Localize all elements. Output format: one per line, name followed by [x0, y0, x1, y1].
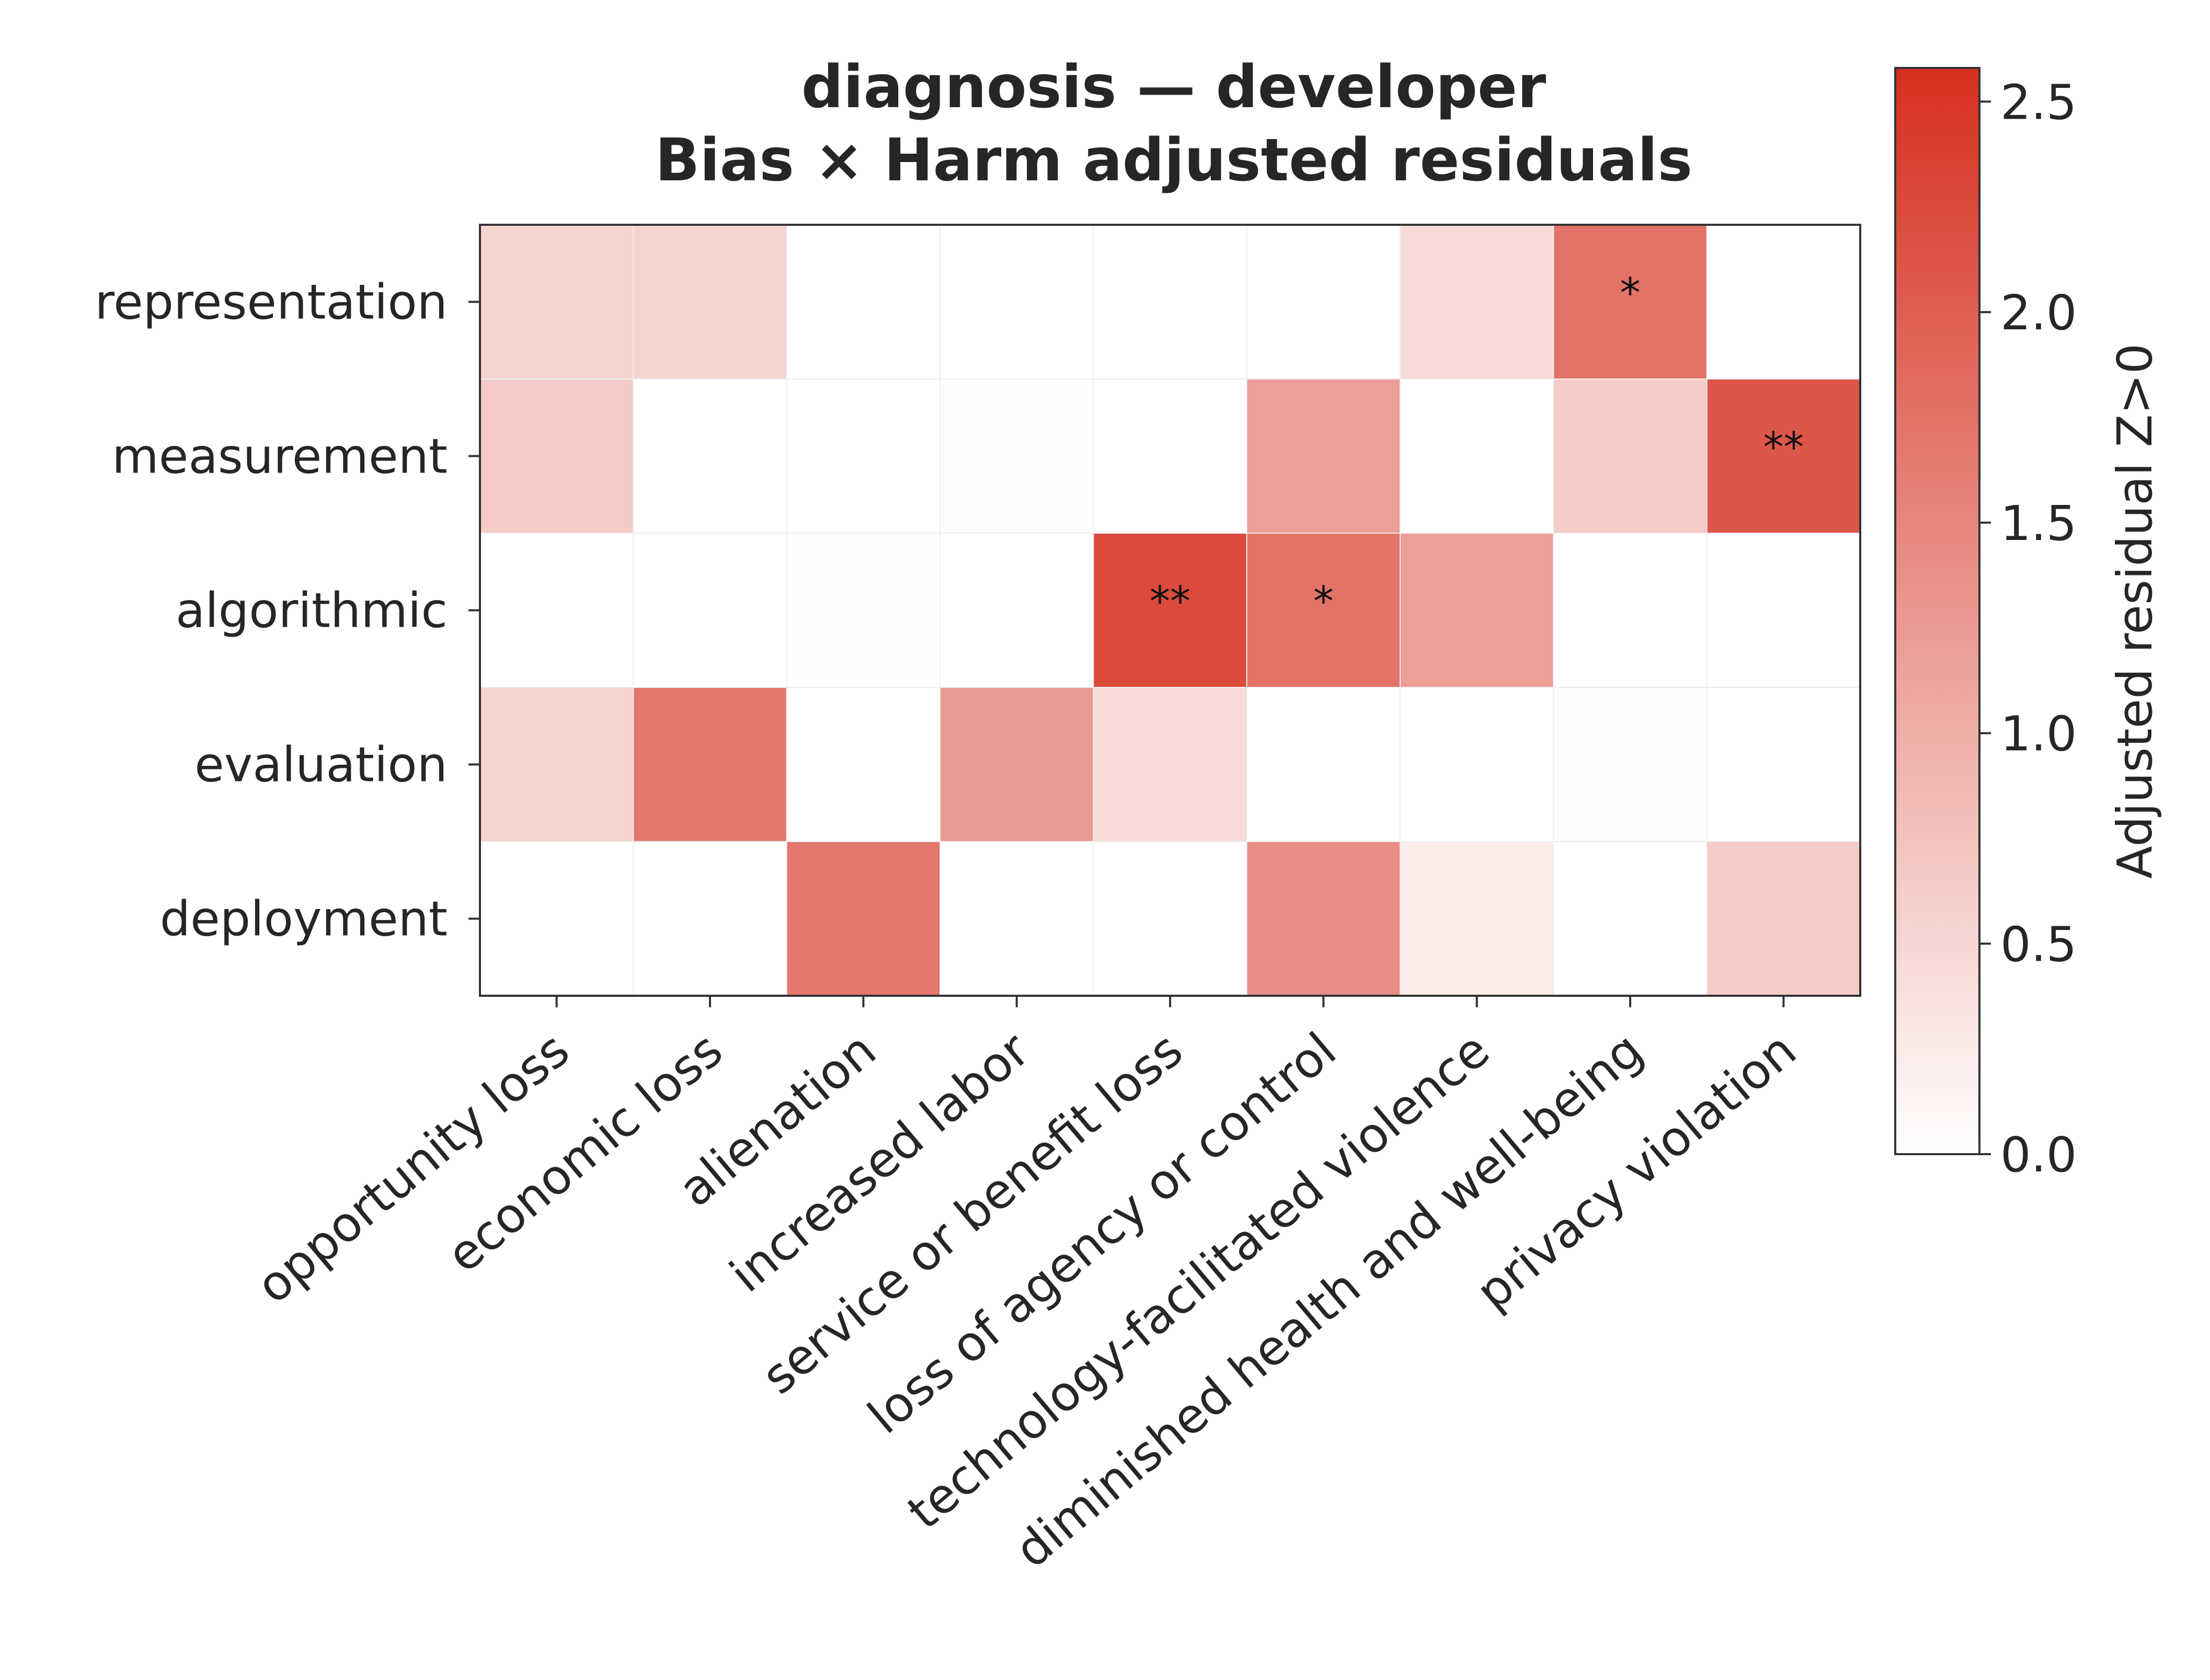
heatmap-cell — [1400, 687, 1554, 842]
heatmap-cell — [479, 533, 634, 688]
heatmap-cell — [479, 224, 634, 379]
y-tick-label: representation — [95, 274, 448, 330]
heatmap-cell — [940, 533, 1094, 688]
colorbar-tick-label: 0.5 — [2000, 916, 2077, 972]
heatmap-cell — [1706, 687, 1861, 842]
y-tick-label: algorithmic — [176, 583, 448, 639]
colorbar-ticks: 0.0 0.5 1.0 1.5 2.0 2.5 — [1979, 74, 2077, 1183]
heatmap-cell — [1706, 224, 1861, 379]
significance-label: * — [1620, 270, 1641, 317]
heatmap-cell — [1400, 378, 1554, 534]
heatmap-cell — [940, 841, 1094, 996]
heatmap-cell — [1706, 841, 1861, 996]
heatmap-cell — [1246, 687, 1401, 842]
heatmap-cell — [1553, 841, 1708, 996]
chart-subtitle: Bias × Harm adjusted residuals — [655, 126, 1692, 194]
colorbar-tick-label: 2.5 — [2000, 74, 2077, 130]
heatmap-cell — [786, 533, 941, 688]
heatmap-cell — [633, 224, 787, 379]
heatmap-cell — [1400, 224, 1554, 379]
heatmap-cell — [786, 841, 941, 996]
y-tick-label: measurement — [112, 429, 448, 485]
colorbar — [1894, 67, 1980, 1155]
heatmap-cell — [479, 378, 634, 534]
heatmap-cell — [786, 224, 941, 379]
y-tick-label: deployment — [160, 891, 448, 947]
heatmap-cell — [1093, 378, 1247, 534]
heatmap-cell — [940, 687, 1094, 842]
heatmap-cell — [786, 378, 941, 534]
significance-label: ** — [1150, 579, 1190, 626]
heatmap-cell — [479, 687, 634, 842]
colorbar-tick-label: 1.0 — [2000, 706, 2077, 762]
significance-label: * — [1313, 579, 1334, 626]
heatmap-cell — [633, 841, 787, 996]
colorbar-label: Adjusted residual Z>0 — [2107, 343, 2163, 879]
y-tick-label: evaluation — [194, 737, 448, 793]
heatmap-cell — [1093, 841, 1247, 996]
heatmap-cell — [1246, 224, 1401, 379]
heatmap-cell — [1706, 378, 1861, 534]
heatmap-cell — [633, 687, 787, 842]
heatmap-cell — [940, 378, 1094, 534]
heatmap-cell — [940, 224, 1094, 379]
heatmap-cell — [786, 687, 941, 842]
significance-label: ** — [1763, 424, 1804, 471]
heatmap-cell — [1400, 841, 1554, 996]
heatmap-cell — [1093, 533, 1247, 688]
heatmap-cell — [1553, 378, 1708, 534]
heatmap-cell — [1246, 378, 1401, 534]
x-tick-label: economic loss — [437, 1022, 733, 1283]
heatmap-cell — [479, 841, 634, 996]
heatmap-cells — [479, 224, 1861, 996]
heatmap-cell — [1553, 224, 1708, 379]
colorbar-tick-label: 2.0 — [2000, 285, 2077, 341]
heatmap-cell — [633, 533, 787, 688]
colorbar-tick-label: 1.5 — [2000, 496, 2077, 551]
heatmap-cell — [1553, 687, 1708, 842]
heatmap-cell — [1553, 533, 1708, 688]
heatmap-cell — [1400, 533, 1554, 688]
heatmap-cell — [633, 378, 787, 534]
y-axis: representation measurement algorithmic eval… — [95, 274, 480, 947]
heatmap-cell — [1093, 224, 1247, 379]
significance-markers: ***** * — [1150, 270, 1804, 626]
colorbar-tick-label: 0.0 — [2000, 1127, 2077, 1183]
heatmap-cell — [1093, 687, 1247, 842]
heatmap-cell — [1246, 841, 1401, 996]
heatmap-cell — [1706, 533, 1861, 688]
chart-title: diagnosis — developer — [801, 53, 1547, 121]
